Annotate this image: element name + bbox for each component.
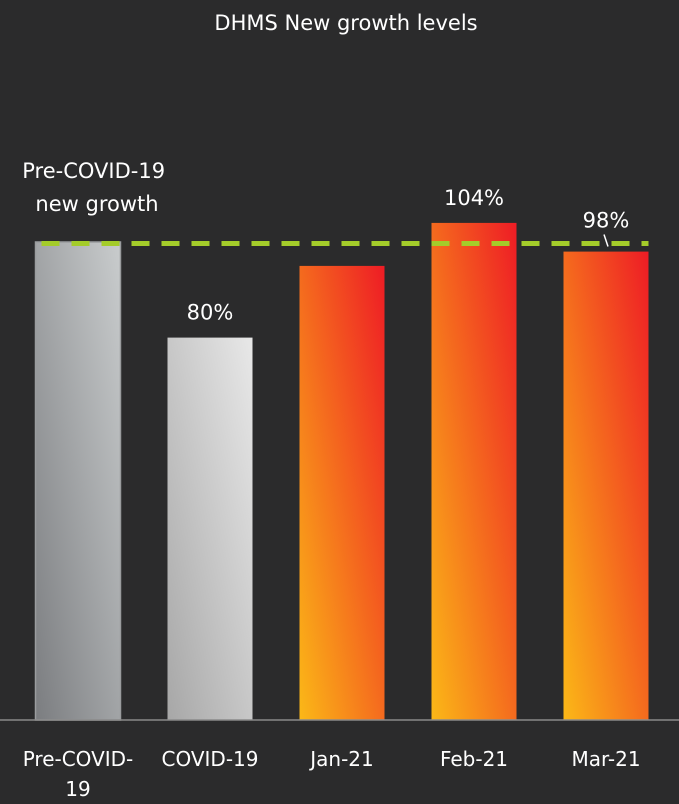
reference-label-line-1: Pre-COVID-19 [22,159,165,183]
x-tick-label-line: COVID-19 [161,747,258,771]
reference-label: Pre-COVID-19 new growth [22,159,172,216]
x-tick-label-line: Jan-21 [308,747,374,771]
x-tick-label-covid-19: COVID-19 [161,747,258,771]
bar-feb-21 [431,222,517,720]
x-axis-tick-labels: Pre-COVID- 19 COVID-19 Jan-21 Feb-21 Mar-21 [23,747,641,801]
data-label-feb-21: 104% [444,186,504,210]
data-label-mar-21: 98% [583,209,630,233]
x-tick-label-line: Feb-21 [440,747,508,771]
bar-pre-covid-19 [34,241,122,721]
x-tick-label-feb-21: Feb-21 [440,747,508,771]
x-tick-label-line: Mar-21 [571,747,640,771]
bar-mar-21 [563,251,649,720]
bars-group [34,222,649,721]
chart-title: DHMS New growth levels [214,11,477,35]
reference-label-line-2: new growth [35,192,158,216]
x-tick-label-line: Pre-COVID- [23,747,134,771]
bar-covid-19 [167,337,253,720]
data-labels-group: 80% 104% 98% [187,186,630,325]
x-tick-label-pre-covid-19: Pre-COVID- 19 [23,747,134,801]
bar-jan-21 [299,265,385,720]
x-tick-label-mar-21: Mar-21 [571,747,640,771]
x-tick-label-line: 19 [65,777,90,801]
data-label-covid-19: 80% [187,301,234,325]
reference-label-leader [603,234,609,247]
x-tick-label-jan-21: Jan-21 [308,747,374,771]
